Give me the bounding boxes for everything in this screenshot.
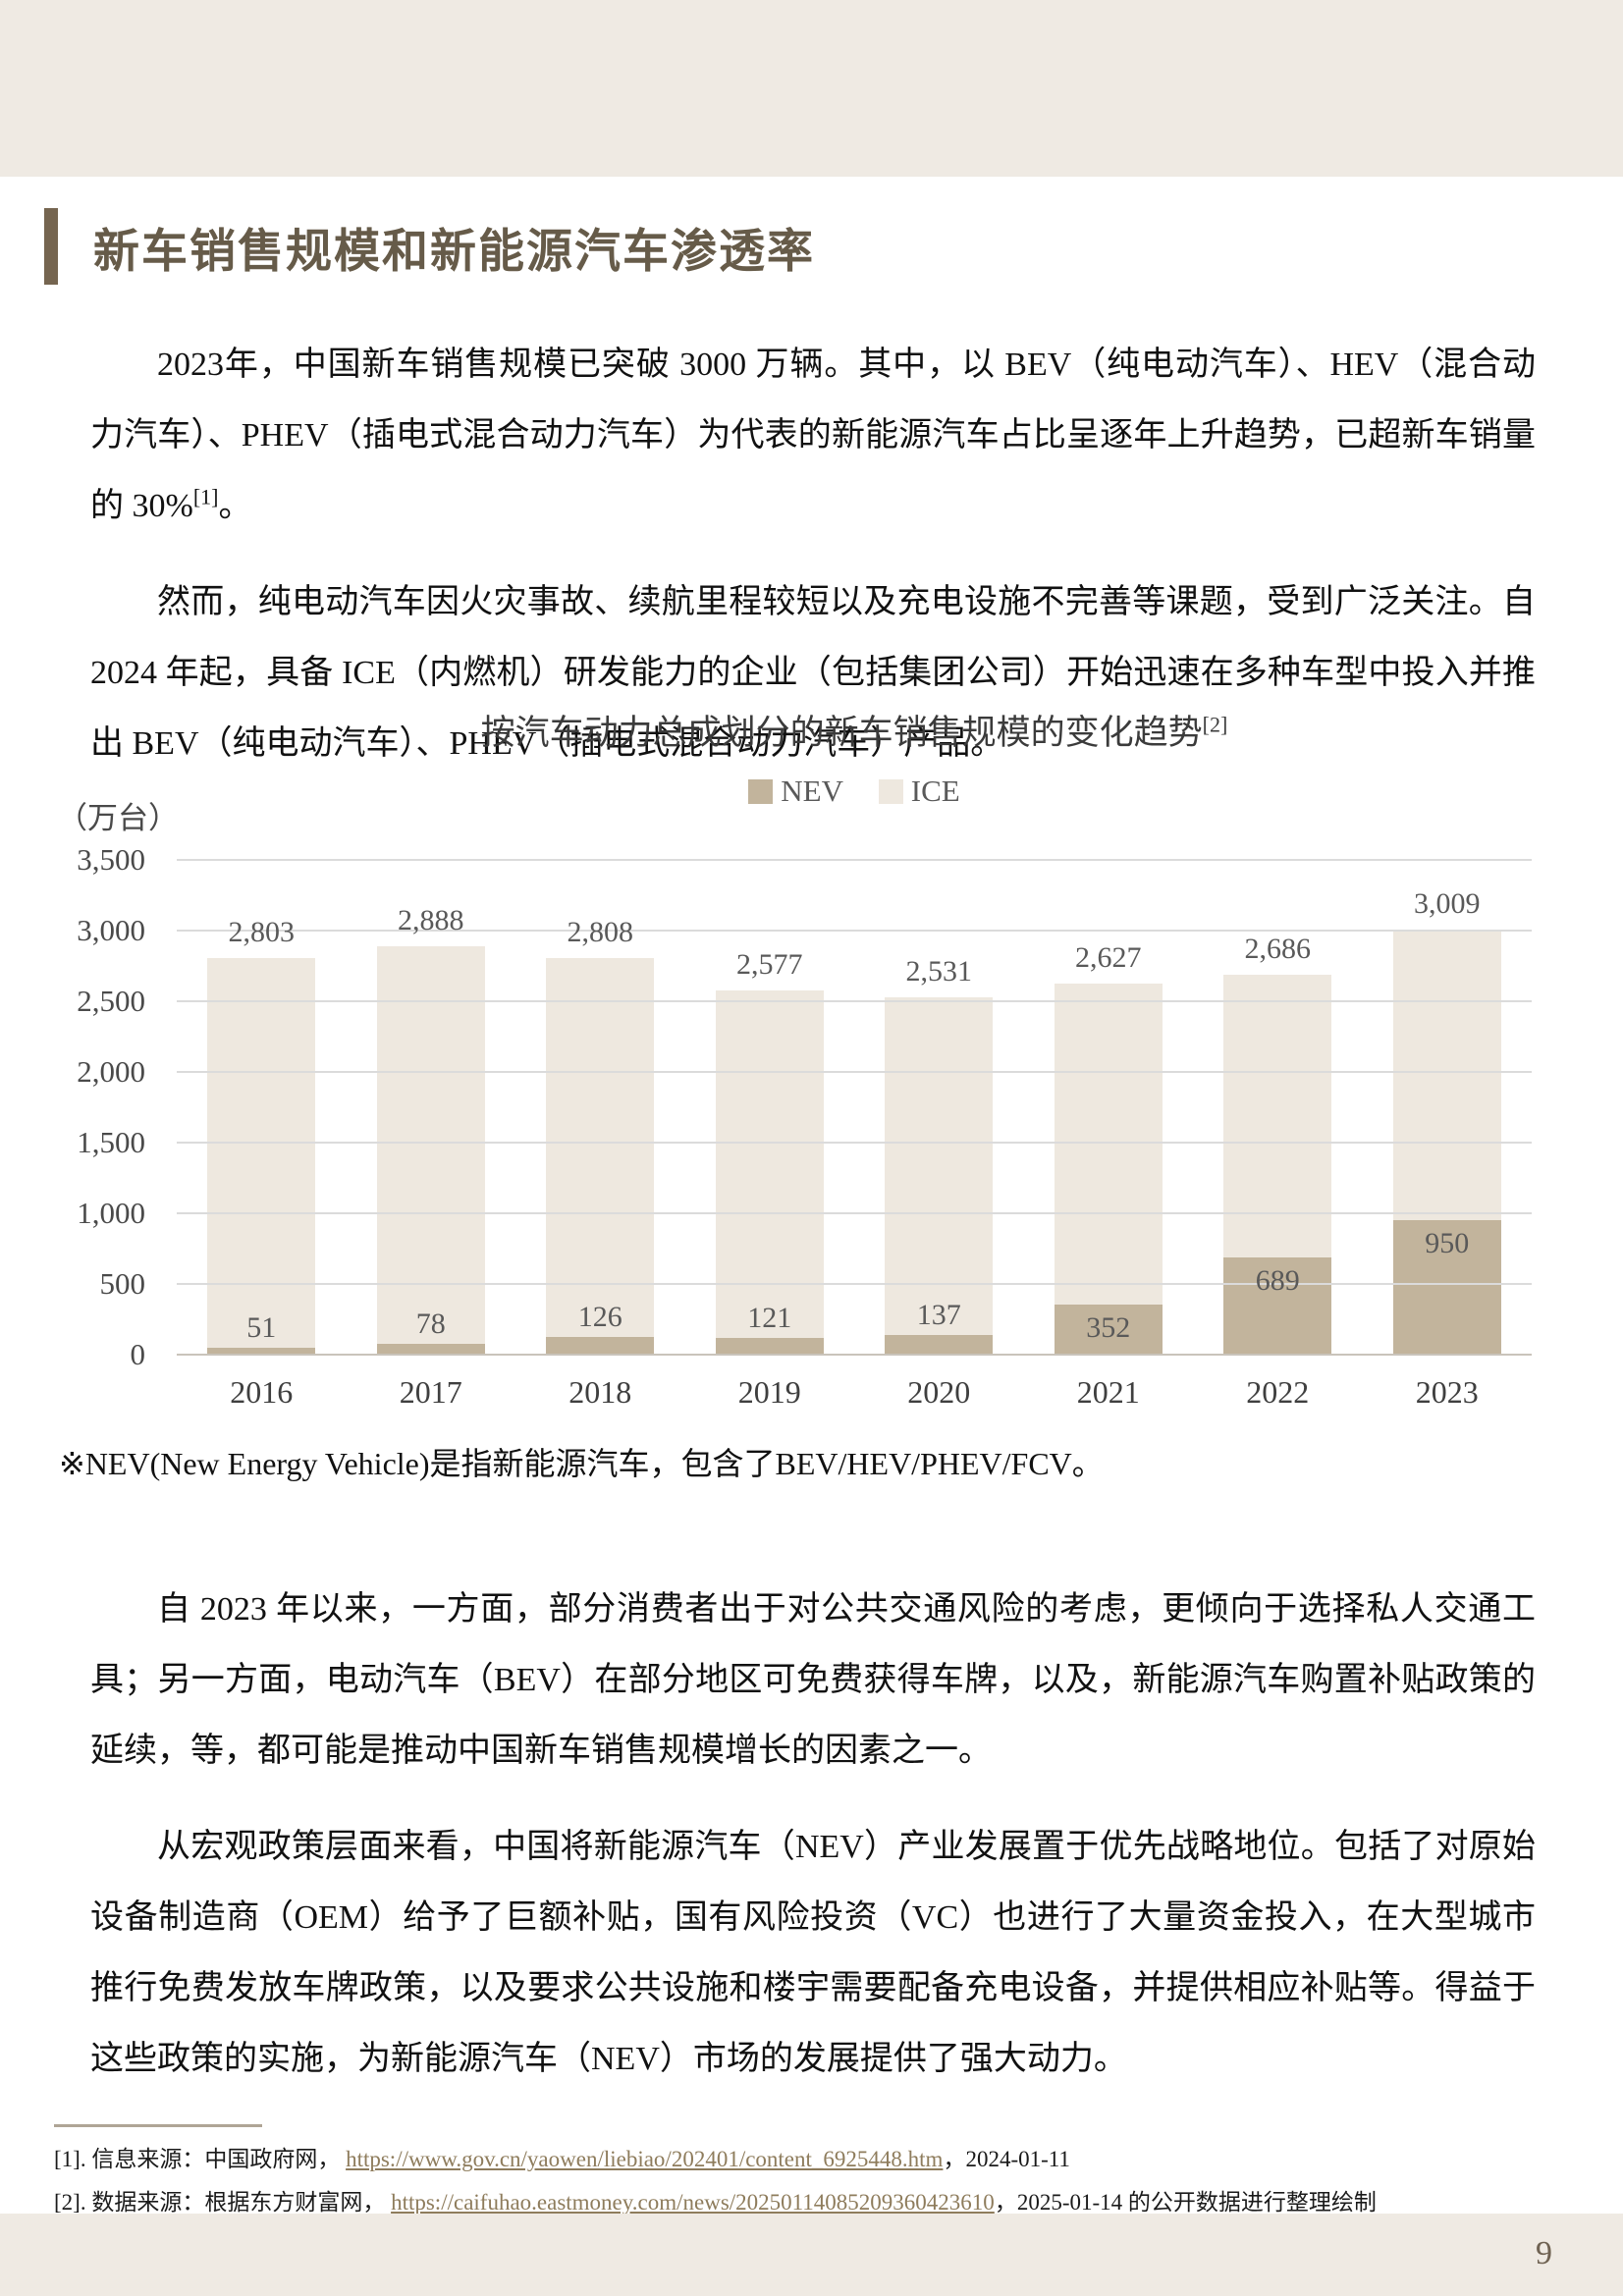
y-tick-label: 2,500 <box>77 984 145 1018</box>
paragraph-4: 从宏观政策层面来看，中国将新能源汽车（NEV）产业发展置于优先战略地位。包括了对… <box>90 1829 1536 2077</box>
bar-segment-nev <box>885 1335 994 1355</box>
gridline <box>177 1000 1532 1002</box>
bar-segment-nev <box>546 1336 655 1355</box>
footnote-1: [1]. 信息来源：中国政府网， https://www.gov.cn/yaow… <box>54 2143 1566 2176</box>
bar-segment-ice <box>715 989 824 1338</box>
bar-total-label: 2,577 <box>736 947 803 981</box>
footnote-1-link[interactable]: https://www.gov.cn/yaowen/liebiao/202401… <box>346 2147 944 2171</box>
bar-total-label: 2,803 <box>228 916 296 949</box>
x-tick-label: 2016 <box>230 1374 294 1410</box>
bar-segment-ice <box>1054 983 1163 1306</box>
top-margin-band <box>0 0 1623 177</box>
paragraph-3: 自 2023 年以来，一方面，部分消费者出于对公共交通风险的考虑，更倾向于选择私… <box>90 1591 1536 1769</box>
footnote-area: [1]. 信息来源：中国政府网， https://www.gov.cn/yaow… <box>54 2124 1566 2229</box>
nev-value-label: 121 <box>747 1301 792 1334</box>
bar-segment-ice <box>376 946 485 1344</box>
x-axis-line <box>177 1354 1532 1356</box>
footnote-ref-2: [2] <box>1202 712 1228 737</box>
footnote-1-suffix: ，2024-01-11 <box>943 2147 1070 2171</box>
x-tick-label: 2019 <box>737 1374 801 1410</box>
paragraph-1: 2023年，中国新车销售规模已突破 3000 万辆。其中，以 BEV（纯电动汽车… <box>90 330 1536 542</box>
legend-item-ice: ICE <box>878 774 960 809</box>
bar-total-label: 2,627 <box>1075 940 1142 974</box>
bar-segment-ice <box>207 958 316 1348</box>
bar-segment-nev <box>376 1343 485 1355</box>
footnote-2-suffix: ，2025-01-14 的公开数据进行整理绘制 <box>994 2190 1377 2215</box>
bar-total-label: 2,531 <box>905 954 973 988</box>
y-tick-label: 500 <box>99 1266 146 1301</box>
nev-value-label: 950 <box>1425 1227 1470 1260</box>
x-tick-label: 2023 <box>1415 1374 1479 1410</box>
gridline <box>177 859 1532 861</box>
bar-segment-nev <box>1223 1256 1332 1355</box>
bar-segment-nev <box>1392 1220 1501 1355</box>
intro-text-block: 2023年，中国新车销售规模已突破 3000 万辆。其中，以 BEV（纯电动汽车… <box>90 330 1536 805</box>
bar-segment-ice <box>885 996 994 1336</box>
bar-total-label: 2,808 <box>567 915 634 948</box>
bar-segment-nev <box>1054 1305 1163 1355</box>
y-tick-label: 2,000 <box>77 1054 145 1089</box>
gridline <box>177 930 1532 932</box>
nev-value-label: 137 <box>916 1299 961 1332</box>
analysis-text-block: 自 2023 年以来，一方面，部分消费者出于对公共交通风险的考虑，更倾向于选择私… <box>90 1575 1536 2120</box>
gridline <box>177 1212 1532 1214</box>
section-title: 新车销售规模和新能源汽车渗透率 <box>93 226 815 278</box>
paragraph-1-tail: 。 <box>218 488 252 524</box>
bar-segment-nev <box>207 1347 316 1355</box>
footnote-2-link[interactable]: https://caifuhao.eastmoney.com/news/2025… <box>391 2190 995 2215</box>
paragraph-1-text: 2023年，中国新车销售规模已突破 3000 万辆。其中，以 BEV（纯电动汽车… <box>90 347 1536 524</box>
footnote-divider <box>54 2124 262 2127</box>
nev-value-label: 352 <box>1086 1311 1131 1345</box>
footnote-ref-1: [1] <box>192 484 219 509</box>
chart-plot: 2,803 51 2016 2,888 78 2017 2,808 126 2018 2,577 1… <box>77 842 1532 1410</box>
chart-title: 按汽车动力总成划分的新车销售规模的变化趋势[2] <box>177 705 1532 755</box>
chart-legend: NEV ICE <box>177 774 1532 812</box>
chart-title-text: 按汽车动力总成划分的新车销售规模的变化趋势 <box>480 714 1203 752</box>
footnote-1-text: [1]. 信息来源：中国政府网， <box>54 2147 347 2171</box>
x-tick-label: 2022 <box>1246 1374 1310 1410</box>
nev-value-label: 126 <box>577 1300 622 1333</box>
page-number: 9 <box>1536 2235 1552 2271</box>
legend-swatch-nev <box>748 778 774 804</box>
bar-total-label: 2,686 <box>1244 933 1312 966</box>
y-tick-label: 3,500 <box>77 842 145 877</box>
section-header-accent-bar <box>44 208 58 285</box>
paragraph-2: 然而，纯电动汽车因火灾事故、续航里程较短以及充电设施不完善等课题，受到广泛关注。… <box>90 584 1536 762</box>
legend-item-nev: NEV <box>748 774 843 809</box>
y-tick-label: 0 <box>130 1337 146 1371</box>
nev-value-label: 689 <box>1255 1263 1300 1297</box>
y-tick-label: 3,000 <box>77 913 145 947</box>
y-tick-label: 1,000 <box>77 1196 145 1230</box>
nev-value-label: 78 <box>415 1307 446 1340</box>
legend-label-ice: ICE <box>910 774 960 808</box>
nev-value-label: 51 <box>246 1310 277 1344</box>
section-header: 新车销售规模和新能源汽车渗透率 <box>44 208 815 285</box>
bottom-margin-band: 9 <box>0 2214 1623 2296</box>
y-axis-unit-label: （万台） <box>57 801 179 835</box>
bar-segment-ice <box>546 957 655 1337</box>
footnote-2-text: [2]. 数据来源：根据东方财富网， <box>54 2190 392 2215</box>
gridline <box>177 1071 1532 1073</box>
x-tick-label: 2018 <box>568 1374 632 1410</box>
bar-segment-nev <box>715 1337 824 1355</box>
x-tick-label: 2020 <box>907 1374 971 1410</box>
legend-label-nev: NEV <box>781 774 844 808</box>
bar-total-label: 3,009 <box>1414 886 1481 920</box>
gridline <box>177 1142 1532 1144</box>
x-tick-label: 2021 <box>1076 1374 1140 1410</box>
bar-segment-ice <box>1392 929 1501 1221</box>
bar-total-label: 2,888 <box>398 904 464 937</box>
bar-segment-ice <box>1223 975 1332 1257</box>
chart-note: ※NEV(New Energy Vehicle)是指新能源汽车，包含了BEV/H… <box>59 1446 1104 1481</box>
x-tick-label: 2017 <box>399 1374 462 1410</box>
legend-swatch-ice <box>878 778 903 804</box>
footnote-2: [2]. 数据来源：根据东方财富网， https://caifuhao.east… <box>54 2186 1566 2219</box>
gridline <box>177 1283 1532 1285</box>
y-tick-label: 1,500 <box>77 1125 145 1159</box>
